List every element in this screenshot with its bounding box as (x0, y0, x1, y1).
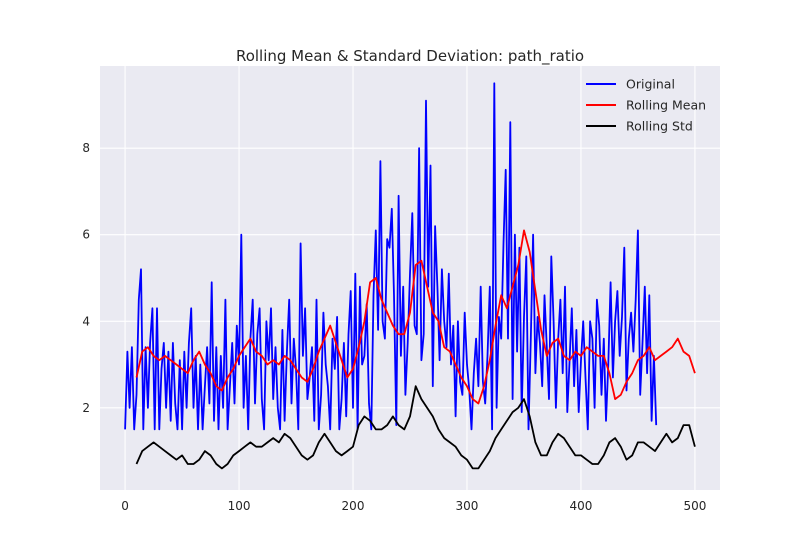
legend-label-rolling-mean: Rolling Mean (626, 98, 706, 113)
x-tick-label: 200 (342, 499, 365, 513)
x-tick-label: 500 (683, 499, 706, 513)
series-line-original (124, 82, 658, 431)
y-tick-label: 2 (82, 401, 90, 415)
y-axis-ticks: 2 4 6 8 (82, 141, 90, 415)
x-tick-label: 300 (456, 499, 479, 513)
chart-title: Rolling Mean & Standard Deviation: path_… (236, 47, 584, 66)
series-line-rolling-mean (135, 229, 696, 405)
series-lines (124, 82, 696, 470)
legend-label-original: Original (626, 77, 675, 92)
legend: Original Rolling Mean Rolling Std (586, 77, 706, 134)
x-tick-label: 0 (121, 499, 129, 513)
y-tick-label: 6 (82, 228, 90, 242)
y-tick-label: 8 (82, 141, 90, 155)
x-tick-label: 400 (570, 499, 593, 513)
x-tick-label: 100 (228, 499, 251, 513)
grid (100, 66, 720, 490)
y-tick-label: 4 (82, 314, 90, 328)
legend-label-rolling-std: Rolling Std (626, 119, 693, 134)
x-axis-ticks: 0 100 200 300 400 500 (121, 499, 706, 513)
series-line-rolling-std (135, 385, 696, 470)
